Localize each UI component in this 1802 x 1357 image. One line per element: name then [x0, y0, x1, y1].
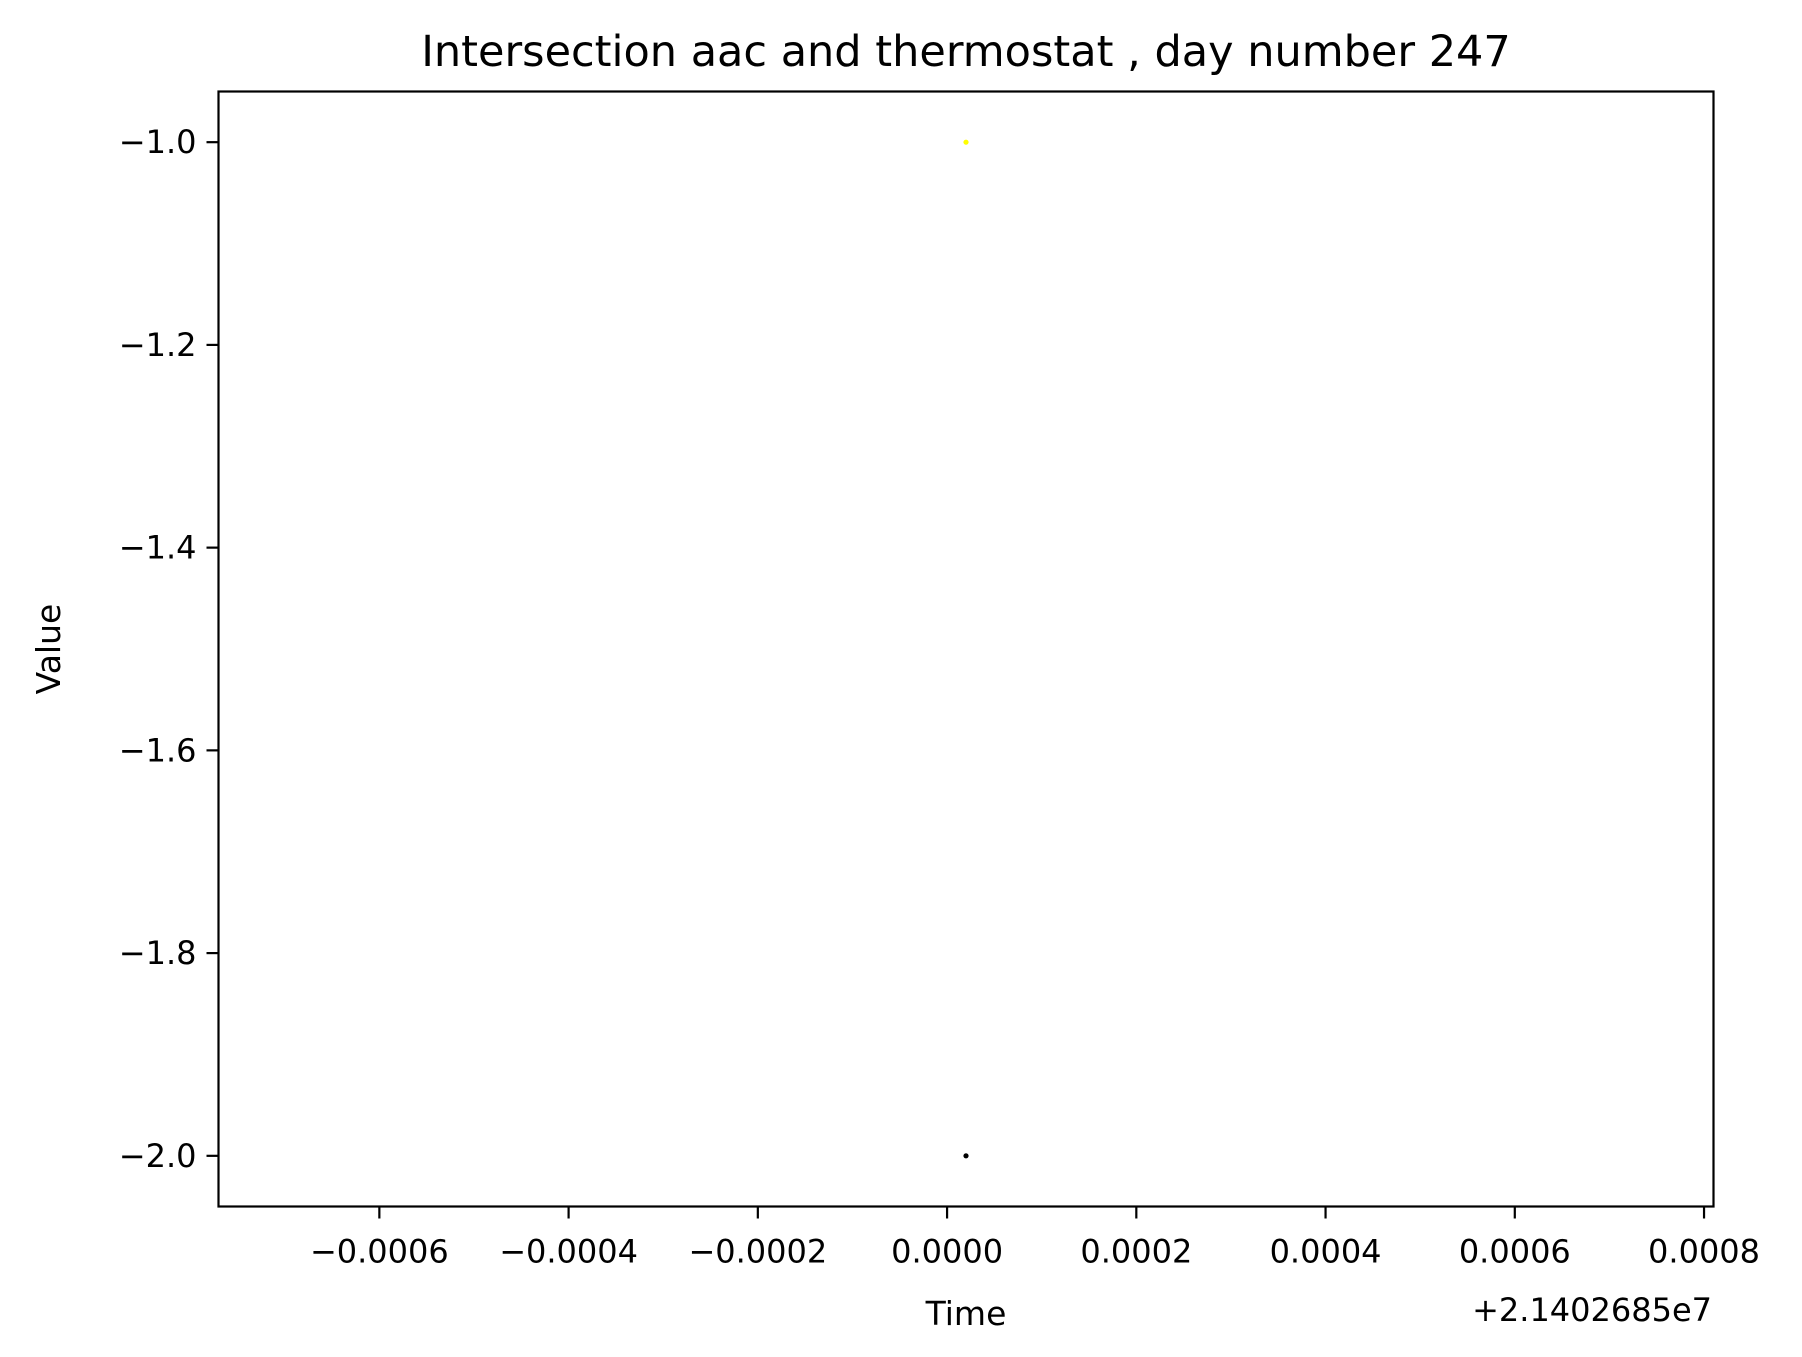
data-point	[963, 139, 969, 145]
x-tick-label: −0.0004	[499, 1233, 638, 1271]
chart-title: Intersection aac and thermostat , day nu…	[421, 27, 1511, 77]
y-tick-label: −2.0	[119, 1137, 197, 1175]
y-axis-label: Value	[29, 604, 68, 695]
plot-area-frame	[217, 90, 1715, 1208]
y-tick-label: −1.2	[119, 326, 197, 364]
x-tick-label: 0.0006	[1459, 1233, 1571, 1271]
y-tick-label: −1.0	[119, 123, 197, 161]
x-axis-ticks: −0.0006 −0.0004 −0.0002 0.0000 0.0002 0.0004 0…	[310, 1206, 1760, 1271]
x-tick-label: 0.0002	[1080, 1233, 1192, 1271]
x-tick-label: 0.0008	[1648, 1233, 1760, 1271]
y-tick-label: −1.8	[119, 934, 197, 972]
y-tick-label: −1.6	[119, 731, 197, 769]
x-axis-label: Time	[925, 1294, 1007, 1333]
data-points	[963, 139, 969, 1159]
data-point	[963, 1153, 969, 1159]
x-tick-label: 0.0000	[891, 1233, 1003, 1271]
x-tick-label: −0.0006	[310, 1233, 449, 1271]
x-tick-label: −0.0002	[688, 1233, 827, 1271]
x-tick-label: 0.0004	[1270, 1233, 1382, 1271]
x-axis-offset-label: +2.1402685e7	[1472, 1291, 1712, 1329]
y-tick-label: −1.4	[119, 529, 197, 567]
y-axis-ticks: −1.0 −1.2 −1.4 −1.6 −1.8 −2.0	[119, 123, 219, 1175]
